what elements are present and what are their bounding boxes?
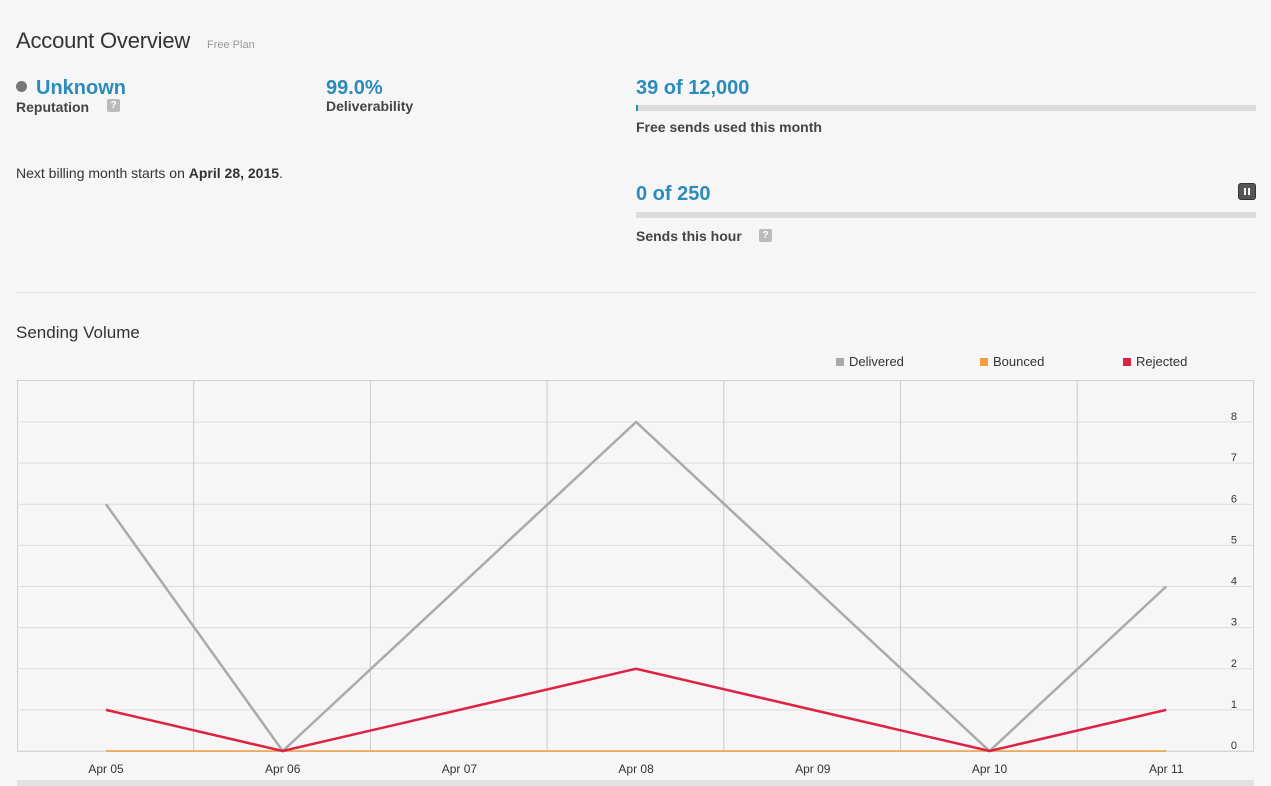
chart-x-tick-label: Apr 05 bbox=[88, 762, 124, 776]
reputation-label: Reputation bbox=[16, 99, 90, 115]
billing-date: April 28, 2015 bbox=[188, 165, 280, 181]
sending-volume-chart: 0 1 2 3 4 5 6 7 8 Apr 05 Apr 06 Apr 07 Apr 08 Apr 09 A… bbox=[17, 380, 1254, 776]
legend-bounced-label: Bounced bbox=[993, 354, 1045, 369]
chart-y-tick-label: 6 bbox=[1231, 493, 1237, 505]
legend-rejected[interactable]: Rejected bbox=[1123, 354, 1187, 369]
legend-delivered[interactable]: Delivered bbox=[836, 354, 904, 369]
chart-y-tick-label: 4 bbox=[1231, 576, 1237, 588]
chart-x-tick-label: Apr 07 bbox=[442, 762, 478, 776]
chart-y-tick-label: 0 bbox=[1231, 740, 1237, 752]
billing-notice: Next billing month starts on April 28, 2… bbox=[16, 165, 283, 181]
chart-y-tick-label: 8 bbox=[1231, 411, 1237, 423]
chart-x-tick-label: Apr 06 bbox=[265, 762, 301, 776]
monthly-quota-value: 39 of 12,000 bbox=[636, 77, 750, 99]
deliverability-value: 99.0% bbox=[326, 77, 383, 99]
reputation-value: Unknown bbox=[36, 77, 126, 99]
chart-x-tick-label: Apr 11 bbox=[1149, 762, 1184, 776]
chart-y-tick-label: 5 bbox=[1231, 534, 1237, 546]
billing-prefix: Next billing month starts on bbox=[16, 165, 185, 181]
deliverability-label: Deliverability bbox=[326, 98, 414, 114]
chart-series-line-delivered bbox=[104, 420, 1168, 753]
chart-x-tick-label: Apr 08 bbox=[618, 762, 654, 776]
reputation-help-icon[interactable]: ? bbox=[107, 99, 120, 112]
section-divider bbox=[16, 292, 1256, 293]
hourly-quota-progress-bar bbox=[636, 212, 1256, 218]
chart-y-tick-label: 3 bbox=[1231, 617, 1237, 629]
monthly-quota-progress-bar bbox=[636, 105, 1256, 111]
plan-label: Free Plan bbox=[207, 39, 255, 51]
page-title: Account Overview bbox=[16, 28, 191, 53]
pause-sending-button[interactable] bbox=[1238, 183, 1256, 200]
hourly-quota-label: Sends this hour bbox=[636, 228, 742, 244]
legend-delivered-label: Delivered bbox=[849, 354, 904, 369]
chart-y-tick-label: 1 bbox=[1231, 699, 1237, 711]
chart-x-tick-label: Apr 09 bbox=[795, 762, 831, 776]
legend-bounced[interactable]: Bounced bbox=[980, 354, 1044, 369]
monthly-quota-progress-fill bbox=[636, 105, 638, 111]
legend-rejected-label: Rejected bbox=[1136, 354, 1188, 369]
chart-plot-area bbox=[17, 380, 1254, 752]
legend-bounced-swatch bbox=[980, 358, 988, 366]
chart-x-tick-label: Apr 10 bbox=[972, 762, 1008, 776]
hourly-quota-help-icon[interactable]: ? bbox=[759, 229, 772, 242]
reputation-status-icon bbox=[16, 81, 27, 92]
chart-y-tick-label: 2 bbox=[1231, 658, 1237, 670]
chart-series-line-rejected bbox=[105, 667, 1167, 753]
hourly-quota-value: 0 of 250 bbox=[636, 183, 711, 205]
monthly-quota-label: Free sends used this month bbox=[636, 119, 822, 135]
billing-suffix: . bbox=[279, 165, 283, 181]
chart-scrollbar[interactable] bbox=[17, 780, 1254, 786]
chart-y-tick-label: 7 bbox=[1231, 452, 1237, 464]
sending-volume-title: Sending Volume bbox=[16, 323, 140, 342]
legend-delivered-swatch bbox=[836, 358, 844, 366]
legend-rejected-swatch bbox=[1123, 358, 1131, 366]
